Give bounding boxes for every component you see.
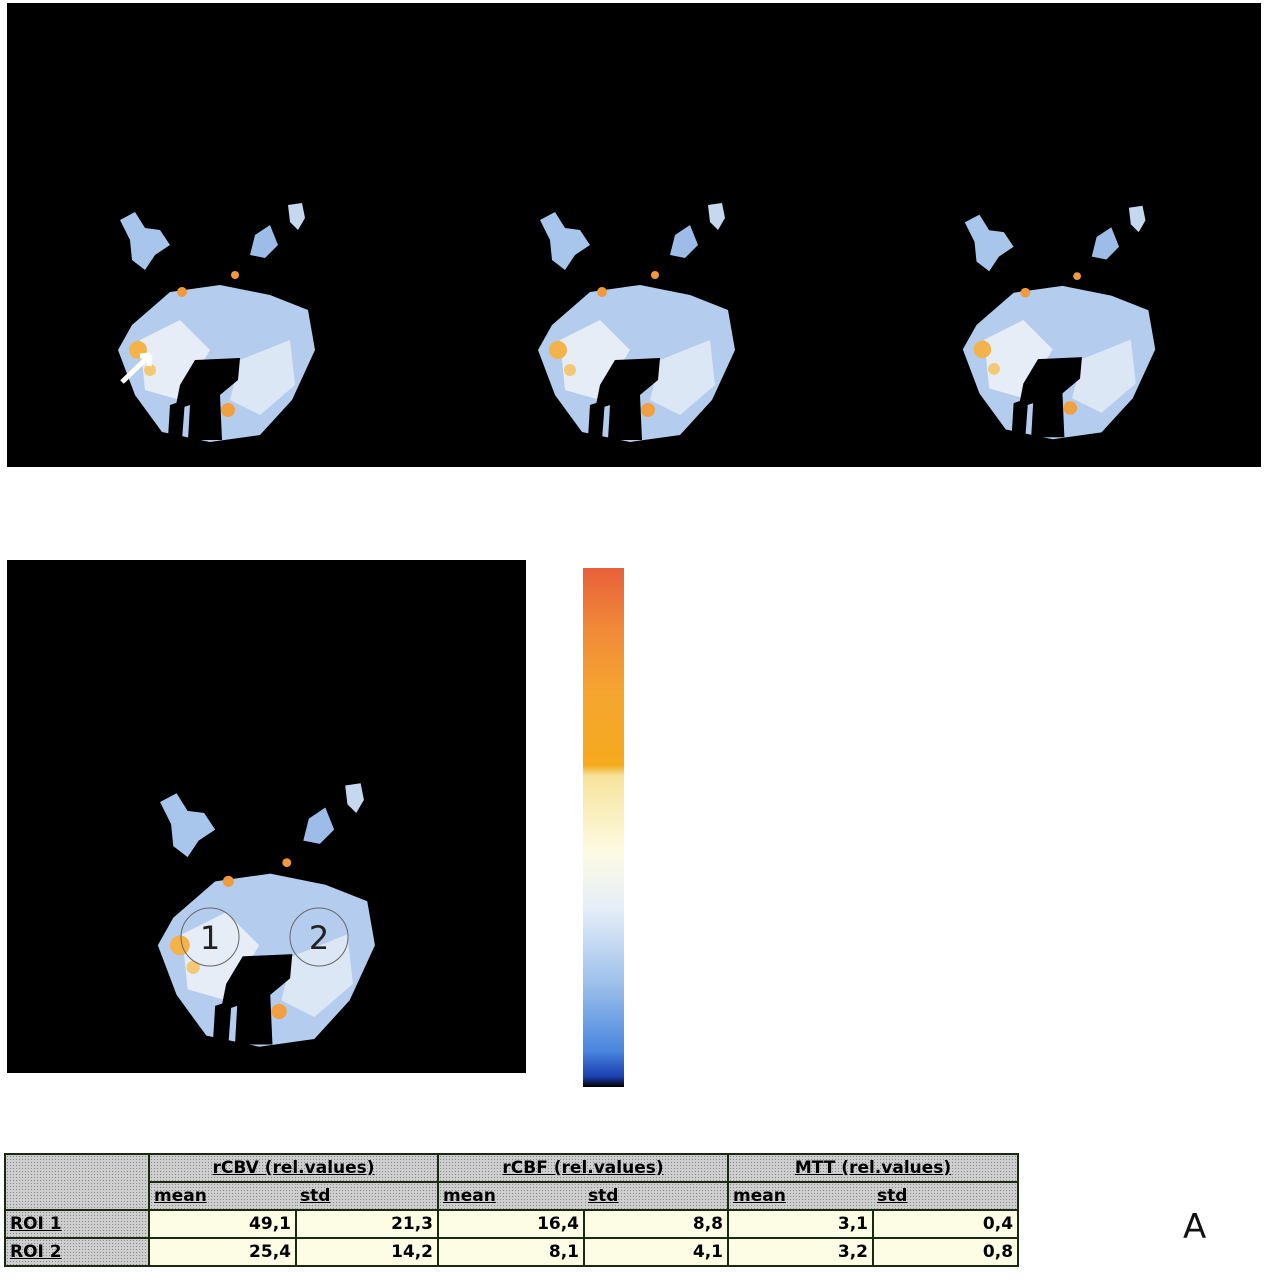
roi-label: 1 bbox=[200, 919, 220, 957]
group-header: rCBV (rel.values) bbox=[147, 1153, 440, 1183]
corner-cell bbox=[4, 1153, 150, 1211]
cell: 25,4 bbox=[148, 1237, 297, 1267]
cell: 8,1 bbox=[437, 1237, 586, 1267]
sub-header-row: mean std mean std mean std bbox=[5, 1182, 1020, 1211]
sub-header: std bbox=[584, 1182, 730, 1211]
roi-table: rCBV (rel.values) rCBF (rel.values) MTT … bbox=[4, 1153, 1020, 1267]
group-header: rCBF (rel.values) bbox=[437, 1153, 730, 1183]
sub-header: mean bbox=[148, 1182, 296, 1211]
cell: 8,8 bbox=[583, 1209, 730, 1239]
data-row: ROI 2 25,4 14,2 8,1 4,1 3,2 0,8 bbox=[4, 1237, 1020, 1267]
cell: 3,2 bbox=[727, 1237, 875, 1267]
group-header: MTT (rel.values) bbox=[727, 1153, 1020, 1183]
group-header-row: rCBV (rel.values) rCBF (rel.values) MTT … bbox=[4, 1153, 1020, 1211]
cell: 21,3 bbox=[294, 1209, 440, 1239]
panel-label: A bbox=[1183, 1207, 1207, 1247]
color-bar bbox=[583, 568, 624, 1087]
row-label: ROI 1 bbox=[4, 1209, 150, 1239]
figure-images: 1 2 bbox=[7, 3, 1261, 1087]
row-label: ROI 2 bbox=[4, 1237, 150, 1267]
sub-header: std bbox=[873, 1182, 1020, 1211]
arrow bbox=[120, 352, 153, 384]
sub-header: std bbox=[296, 1182, 440, 1211]
roi-label: 2 bbox=[309, 919, 329, 957]
cell: 49,1 bbox=[148, 1209, 297, 1239]
sub-header: mean bbox=[727, 1182, 874, 1211]
cell: 0,8 bbox=[872, 1237, 1020, 1267]
cell: 3,1 bbox=[727, 1209, 875, 1239]
cell: 14,2 bbox=[294, 1237, 440, 1267]
data-row: ROI 1 49,1 21,3 16,4 8,8 3,1 0,4 bbox=[4, 1209, 1020, 1239]
sub-header: mean bbox=[437, 1182, 585, 1211]
roi-circle bbox=[289, 907, 349, 967]
cell: 4,1 bbox=[583, 1237, 730, 1267]
roi-circle bbox=[180, 907, 240, 967]
cell: 0,4 bbox=[872, 1209, 1020, 1239]
cell: 16,4 bbox=[437, 1209, 586, 1239]
